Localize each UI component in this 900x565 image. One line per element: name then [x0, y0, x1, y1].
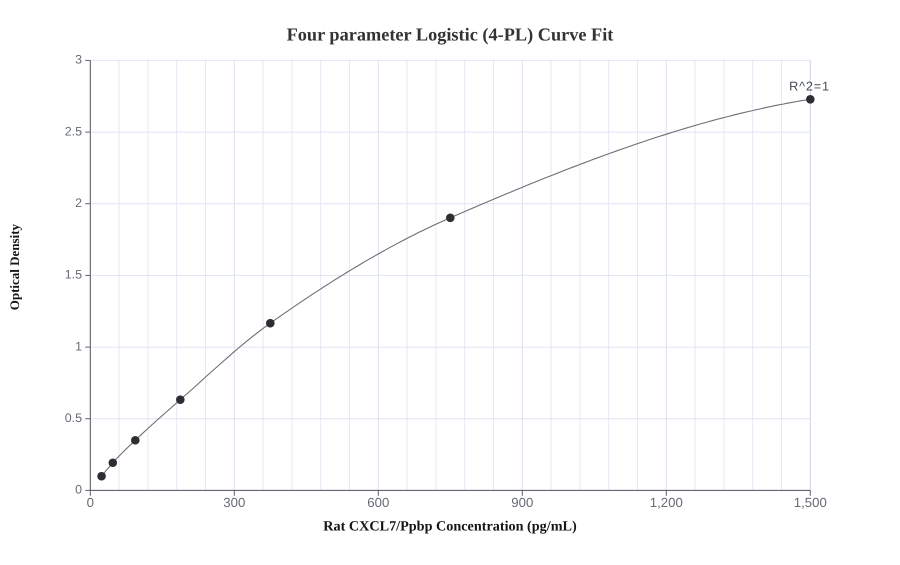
svg-text:900: 900: [511, 495, 533, 510]
svg-text:1: 1: [75, 339, 82, 353]
svg-text:0: 0: [87, 495, 94, 510]
svg-text:Rat CXCL7/Ppbp Concentration (: Rat CXCL7/Ppbp Concentration (pg/mL): [323, 518, 577, 534]
svg-text:1,500: 1,500: [794, 495, 827, 510]
svg-text:3: 3: [75, 53, 82, 67]
svg-text:R^2=1: R^2=1: [789, 80, 830, 94]
svg-text:1,200: 1,200: [650, 495, 683, 510]
svg-text:1.5: 1.5: [65, 268, 82, 282]
svg-text:2.5: 2.5: [65, 124, 82, 138]
svg-text:2: 2: [75, 196, 82, 210]
svg-text:600: 600: [367, 495, 389, 510]
svg-text:0.5: 0.5: [65, 411, 82, 425]
svg-text:Optical Density: Optical Density: [7, 223, 22, 310]
svg-text:0: 0: [75, 483, 82, 497]
svg-text:Four parameter Logistic (4-PL): Four parameter Logistic (4-PL) Curve Fit: [287, 24, 614, 45]
svg-text:300: 300: [223, 495, 245, 510]
